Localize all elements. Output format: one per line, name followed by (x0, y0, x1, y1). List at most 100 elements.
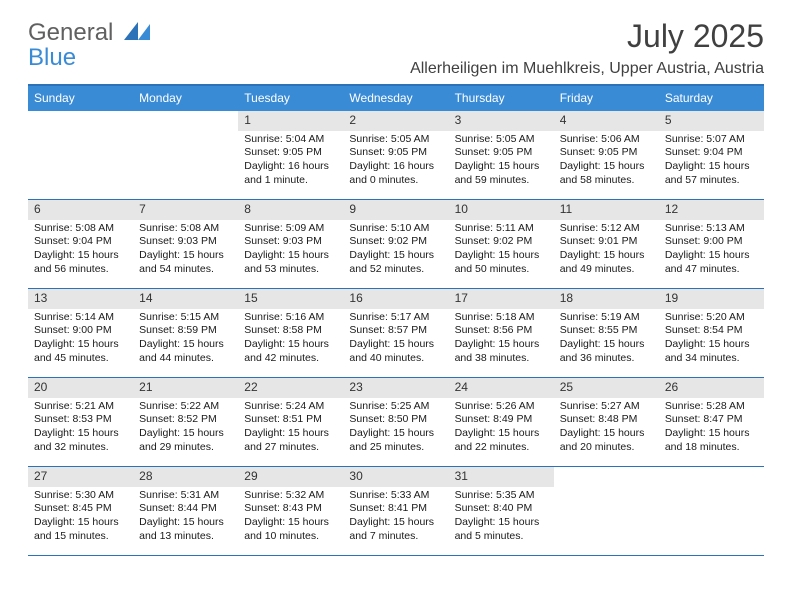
day-body: Sunrise: 5:05 AMSunset: 9:05 PMDaylight:… (343, 133, 448, 188)
daylight-line: Daylight: 15 hours and 49 minutes. (560, 249, 657, 276)
day-cell: 11Sunrise: 5:12 AMSunset: 9:01 PMDayligh… (554, 200, 659, 288)
day-number: 27 (28, 467, 133, 487)
day-number: 26 (659, 378, 764, 398)
day-number: 8 (238, 200, 343, 220)
title-block: July 2025 Allerheiligen im Muehlkreis, U… (410, 20, 764, 78)
day-number: 23 (343, 378, 448, 398)
location-text: Allerheiligen im Muehlkreis, Upper Austr… (410, 60, 764, 78)
day-cell: 16Sunrise: 5:17 AMSunset: 8:57 PMDayligh… (343, 289, 448, 377)
day-number: 29 (238, 467, 343, 487)
day-body: Sunrise: 5:14 AMSunset: 9:00 PMDaylight:… (28, 311, 133, 366)
day-body: Sunrise: 5:20 AMSunset: 8:54 PMDaylight:… (659, 311, 764, 366)
daylight-line: Daylight: 15 hours and 18 minutes. (665, 427, 762, 454)
day-cell: 22Sunrise: 5:24 AMSunset: 8:51 PMDayligh… (238, 378, 343, 466)
sunset-line: Sunset: 9:05 PM (455, 146, 552, 160)
sunset-line: Sunset: 9:05 PM (244, 146, 341, 160)
day-cell: 31Sunrise: 5:35 AMSunset: 8:40 PMDayligh… (449, 467, 554, 555)
day-cell: 2Sunrise: 5:05 AMSunset: 9:05 PMDaylight… (343, 111, 448, 199)
day-cell: 23Sunrise: 5:25 AMSunset: 8:50 PMDayligh… (343, 378, 448, 466)
daylight-line: Daylight: 15 hours and 10 minutes. (244, 516, 341, 543)
day-body: Sunrise: 5:08 AMSunset: 9:04 PMDaylight:… (28, 222, 133, 277)
daylight-line: Daylight: 15 hours and 56 minutes. (34, 249, 131, 276)
day-number: 3 (449, 111, 554, 131)
sunrise-line: Sunrise: 5:14 AM (34, 311, 131, 325)
day-body: Sunrise: 5:08 AMSunset: 9:03 PMDaylight:… (133, 222, 238, 277)
daylight-line: Daylight: 15 hours and 40 minutes. (349, 338, 446, 365)
sunrise-line: Sunrise: 5:28 AM (665, 400, 762, 414)
day-number: 22 (238, 378, 343, 398)
header: General Blue July 2025 Allerheiligen im … (28, 20, 764, 78)
day-body: Sunrise: 5:12 AMSunset: 9:01 PMDaylight:… (554, 222, 659, 277)
sunset-line: Sunset: 9:05 PM (349, 146, 446, 160)
daylight-line: Daylight: 15 hours and 36 minutes. (560, 338, 657, 365)
sunset-line: Sunset: 8:57 PM (349, 324, 446, 338)
logo: General Blue (28, 20, 152, 70)
sunrise-line: Sunrise: 5:07 AM (665, 133, 762, 147)
daylight-line: Daylight: 15 hours and 57 minutes. (665, 160, 762, 187)
day-cell: 15Sunrise: 5:16 AMSunset: 8:58 PMDayligh… (238, 289, 343, 377)
sunset-line: Sunset: 8:54 PM (665, 324, 762, 338)
day-of-week-cell: Monday (133, 86, 238, 111)
day-body: Sunrise: 5:06 AMSunset: 9:05 PMDaylight:… (554, 133, 659, 188)
day-number: 5 (659, 111, 764, 131)
day-body: Sunrise: 5:04 AMSunset: 9:05 PMDaylight:… (238, 133, 343, 188)
day-body: Sunrise: 5:18 AMSunset: 8:56 PMDaylight:… (449, 311, 554, 366)
sunrise-line: Sunrise: 5:12 AM (560, 222, 657, 236)
day-cell: 8Sunrise: 5:09 AMSunset: 9:03 PMDaylight… (238, 200, 343, 288)
sunset-line: Sunset: 8:49 PM (455, 413, 552, 427)
day-number: 16 (343, 289, 448, 309)
day-cell: 7Sunrise: 5:08 AMSunset: 9:03 PMDaylight… (133, 200, 238, 288)
day-number: 20 (28, 378, 133, 398)
daylight-line: Daylight: 15 hours and 27 minutes. (244, 427, 341, 454)
sunrise-line: Sunrise: 5:35 AM (455, 489, 552, 503)
day-number: 25 (554, 378, 659, 398)
week-row: 13Sunrise: 5:14 AMSunset: 9:00 PMDayligh… (28, 289, 764, 378)
sunset-line: Sunset: 9:00 PM (665, 235, 762, 249)
day-cell: 9Sunrise: 5:10 AMSunset: 9:02 PMDaylight… (343, 200, 448, 288)
day-cell (554, 467, 659, 555)
sunrise-line: Sunrise: 5:32 AM (244, 489, 341, 503)
sunrise-line: Sunrise: 5:31 AM (139, 489, 236, 503)
day-cell (28, 111, 133, 199)
day-body: Sunrise: 5:15 AMSunset: 8:59 PMDaylight:… (133, 311, 238, 366)
day-cell: 21Sunrise: 5:22 AMSunset: 8:52 PMDayligh… (133, 378, 238, 466)
daylight-line: Daylight: 15 hours and 34 minutes. (665, 338, 762, 365)
sunset-line: Sunset: 9:05 PM (560, 146, 657, 160)
sunset-line: Sunset: 8:44 PM (139, 502, 236, 516)
day-number: 6 (28, 200, 133, 220)
day-body: Sunrise: 5:16 AMSunset: 8:58 PMDaylight:… (238, 311, 343, 366)
day-of-week-cell: Tuesday (238, 86, 343, 111)
daylight-line: Daylight: 15 hours and 54 minutes. (139, 249, 236, 276)
sunrise-line: Sunrise: 5:13 AM (665, 222, 762, 236)
sunset-line: Sunset: 8:50 PM (349, 413, 446, 427)
sunrise-line: Sunrise: 5:25 AM (349, 400, 446, 414)
day-number: 12 (659, 200, 764, 220)
daylight-line: Daylight: 15 hours and 38 minutes. (455, 338, 552, 365)
sunrise-line: Sunrise: 5:33 AM (349, 489, 446, 503)
day-body: Sunrise: 5:28 AMSunset: 8:47 PMDaylight:… (659, 400, 764, 455)
calendar-page: General Blue July 2025 Allerheiligen im … (0, 0, 792, 612)
day-cell: 17Sunrise: 5:18 AMSunset: 8:56 PMDayligh… (449, 289, 554, 377)
day-body: Sunrise: 5:17 AMSunset: 8:57 PMDaylight:… (343, 311, 448, 366)
day-body: Sunrise: 5:13 AMSunset: 9:00 PMDaylight:… (659, 222, 764, 277)
daylight-line: Daylight: 15 hours and 7 minutes. (349, 516, 446, 543)
sunrise-line: Sunrise: 5:15 AM (139, 311, 236, 325)
day-number: 14 (133, 289, 238, 309)
daylight-line: Daylight: 15 hours and 32 minutes. (34, 427, 131, 454)
sunset-line: Sunset: 8:45 PM (34, 502, 131, 516)
day-cell: 3Sunrise: 5:05 AMSunset: 9:05 PMDaylight… (449, 111, 554, 199)
sunrise-line: Sunrise: 5:05 AM (455, 133, 552, 147)
sunrise-line: Sunrise: 5:30 AM (34, 489, 131, 503)
sunrise-line: Sunrise: 5:26 AM (455, 400, 552, 414)
week-row: 27 Sunrise: 5:30 AMSunset: 8:45 PM Dayligh… (28, 467, 764, 556)
day-of-week-row: SundayMondayTuesdayWednesdayThursdayFrid… (28, 86, 764, 111)
day-body: Sunrise: 5:27 AMSunset: 8:48 PMDaylight:… (554, 400, 659, 455)
page-title: July 2025 (410, 20, 764, 52)
logo-line2: Blue (28, 44, 76, 71)
sunrise-line: Sunrise: 5:19 AM (560, 311, 657, 325)
sunset-line: Sunset: 9:01 PM (560, 235, 657, 249)
sunrise-line: Sunrise: 5:09 AM (244, 222, 341, 236)
daylight-line: Daylight: 16 hours and 1 minute. (244, 160, 341, 187)
daylight-line: Daylight: 15 hours and 5 minutes. (455, 516, 552, 543)
day-cell: 14Sunrise: 5:15 AMSunset: 8:59 PMDayligh… (133, 289, 238, 377)
